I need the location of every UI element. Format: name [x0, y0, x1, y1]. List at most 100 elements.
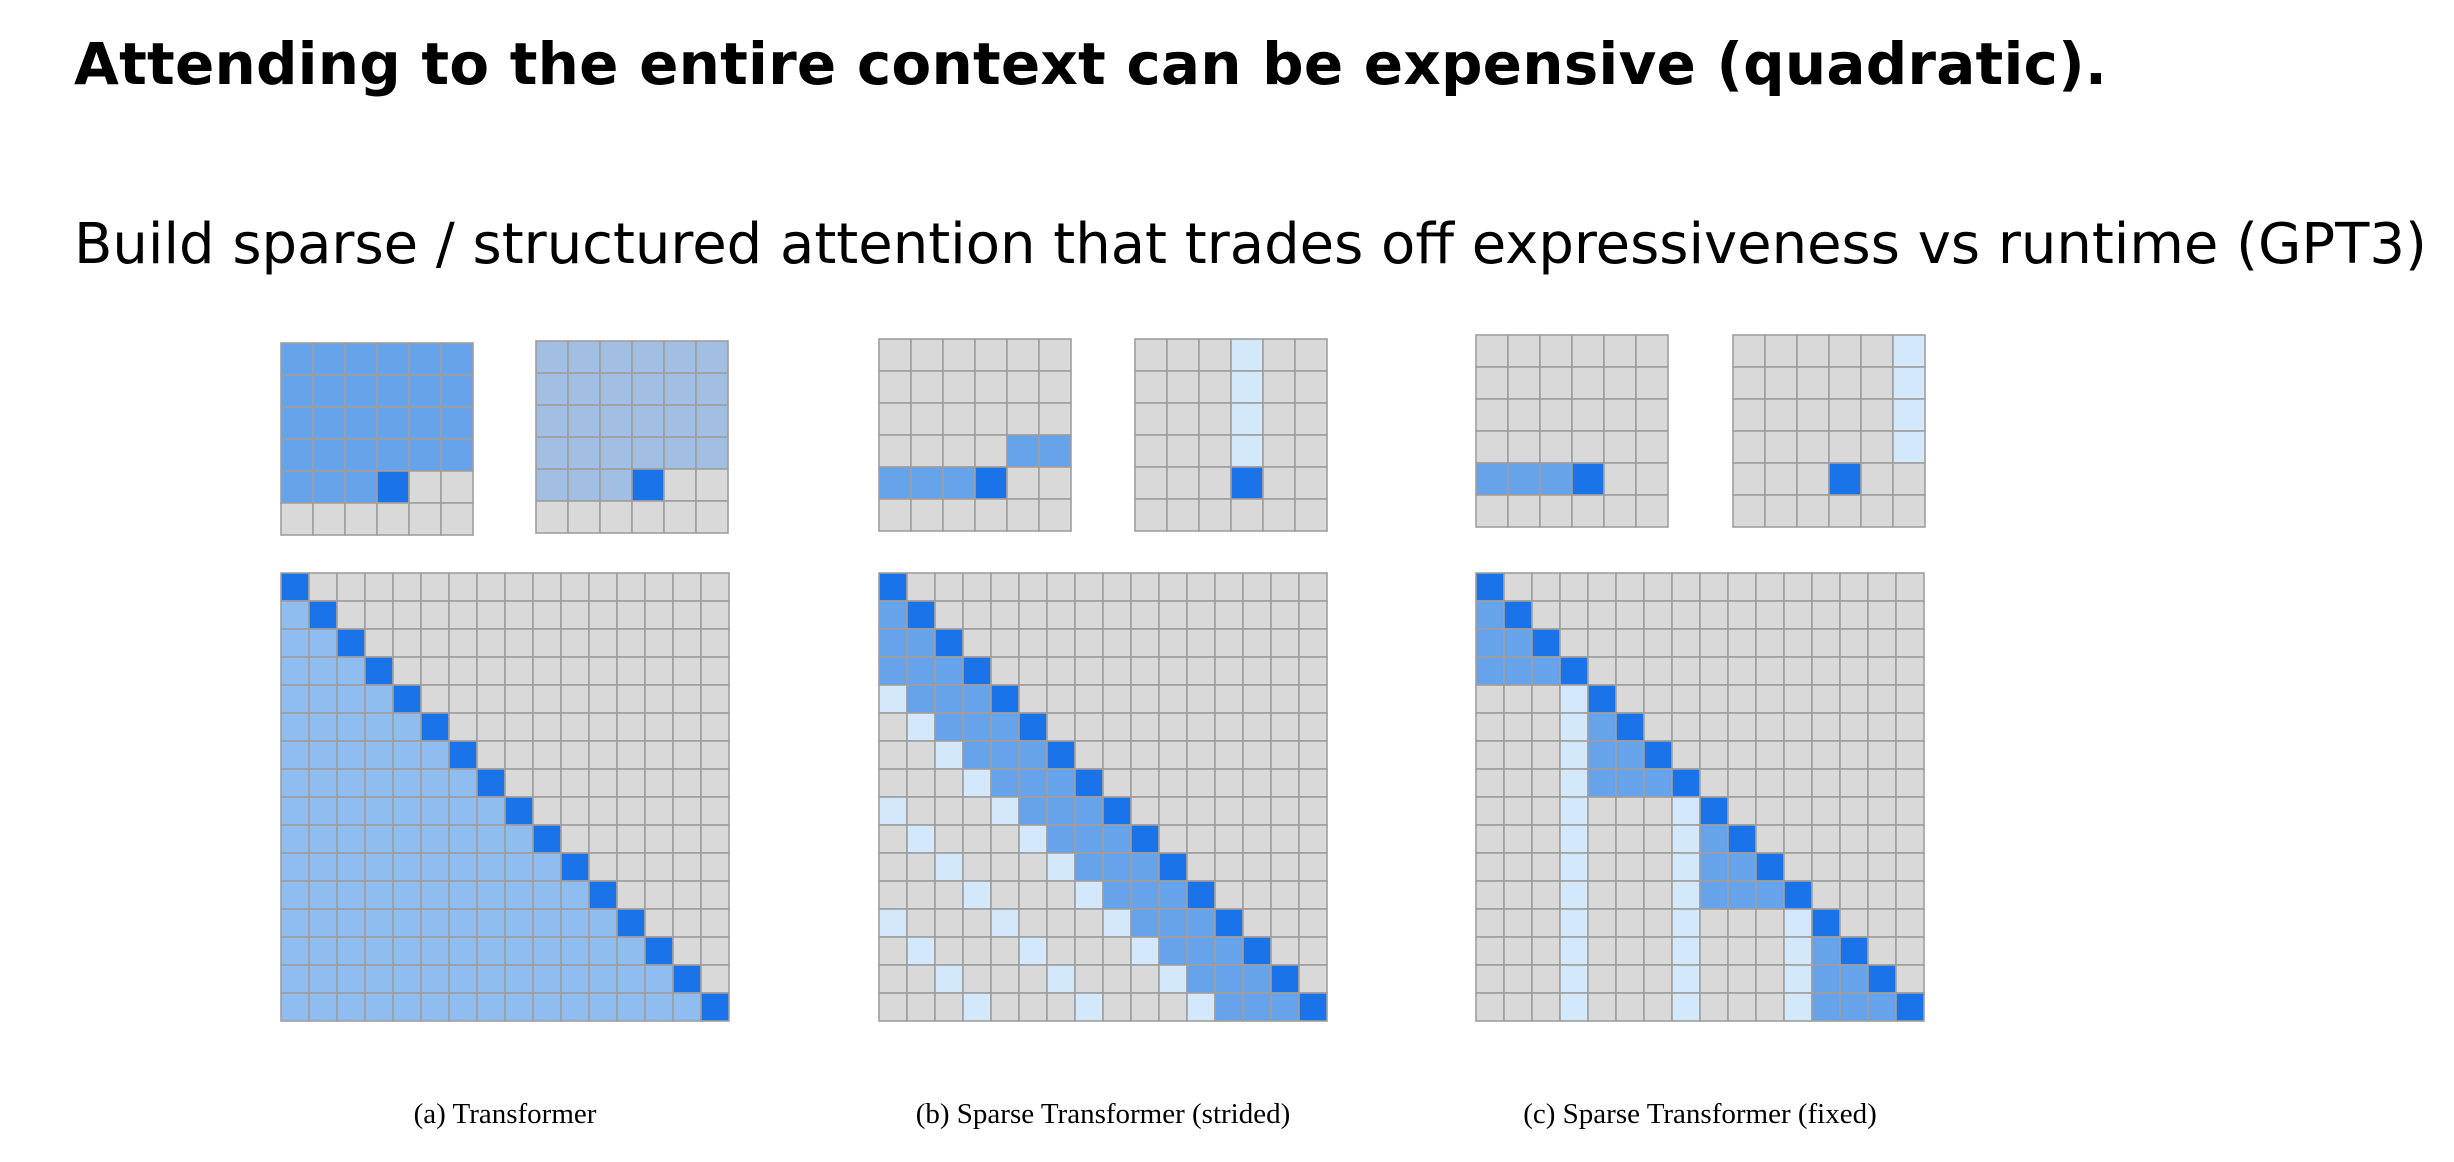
- attention-cell: [1811, 936, 1841, 966]
- attention-cell: [1186, 572, 1216, 602]
- attention-cell: [364, 600, 394, 630]
- attention-cell: [934, 992, 964, 1022]
- attention-cell: [1867, 600, 1897, 630]
- attention-cell: [476, 768, 506, 798]
- attention-cell: [420, 572, 450, 602]
- attention-cell: [700, 908, 730, 938]
- attention-cell: [567, 500, 601, 534]
- attention-cell: [1895, 768, 1925, 798]
- attention-cell: [1018, 600, 1048, 630]
- attention-cell: [1006, 466, 1040, 500]
- attention-cell: [672, 628, 702, 658]
- attention-cell: [504, 768, 534, 798]
- attention-cell: [878, 880, 908, 910]
- attention-cell: [672, 796, 702, 826]
- attention-cell: [1242, 684, 1272, 714]
- attention-cell: [1074, 712, 1104, 742]
- attention-cell: [910, 466, 944, 500]
- attention-cell: [1531, 936, 1561, 966]
- attention-cell: [532, 964, 562, 994]
- attention-cell: [1475, 494, 1509, 528]
- attention-cell: [1671, 992, 1701, 1022]
- attention-cell: [1860, 366, 1894, 400]
- attention-cell: [336, 600, 366, 630]
- attention-cell: [1839, 768, 1869, 798]
- caption-a: (a) Transformer: [413, 1098, 597, 1130]
- attention-cell: [280, 600, 310, 630]
- attention-cell: [1018, 684, 1048, 714]
- attention-cell: [308, 880, 338, 910]
- attention-cell: [1559, 936, 1589, 966]
- attention-cell: [599, 372, 633, 406]
- attention-cell: [672, 600, 702, 630]
- attention-cell: [1603, 366, 1637, 400]
- attention-cell: [1242, 964, 1272, 994]
- attention-cell: [1230, 434, 1264, 468]
- attention-cell: [1764, 366, 1798, 400]
- attention-cell: [440, 374, 474, 408]
- attention-cell: [560, 852, 590, 882]
- attention-cell: [1046, 572, 1076, 602]
- attention-cell: [974, 370, 1008, 404]
- attention-cell: [1783, 684, 1813, 714]
- attention-cell: [878, 796, 908, 826]
- attention-cell: [616, 936, 646, 966]
- attention-cell: [1860, 430, 1894, 464]
- attention-cell: [1475, 880, 1505, 910]
- attention-cell: [878, 852, 908, 882]
- attention-cell: [599, 340, 633, 374]
- attention-cell: [1214, 964, 1244, 994]
- attention-cell: [1503, 964, 1533, 994]
- attention-cell: [1783, 768, 1813, 798]
- attention-cell: [1230, 498, 1264, 532]
- attention-cell: [1018, 628, 1048, 658]
- attention-cell: [878, 768, 908, 798]
- attention-cell: [1603, 430, 1637, 464]
- attention-cell: [1158, 824, 1188, 854]
- attention-cell: [1811, 572, 1841, 602]
- attention-cell: [1783, 656, 1813, 686]
- attention-cell: [312, 470, 346, 504]
- attention-cell: [616, 824, 646, 854]
- attention-cell: [616, 740, 646, 770]
- attention-cell: [588, 600, 618, 630]
- attention-cell: [1783, 852, 1813, 882]
- attention-cell: [1699, 880, 1729, 910]
- attention-cell: [1635, 430, 1669, 464]
- attention-cell: [1294, 370, 1328, 404]
- attention-cell: [308, 628, 338, 658]
- attention-cell: [308, 684, 338, 714]
- attention-cell: [934, 740, 964, 770]
- attention-cell: [392, 908, 422, 938]
- attention-cell: [392, 992, 422, 1022]
- attention-cell: [1811, 824, 1841, 854]
- attention-cell: [1559, 600, 1589, 630]
- attention-cell: [1839, 712, 1869, 742]
- attention-cell: [1571, 334, 1605, 368]
- attention-cell: [878, 964, 908, 994]
- attention-cell: [672, 768, 702, 798]
- attention-cell: [392, 656, 422, 686]
- attention-cell: [1298, 964, 1328, 994]
- attention-cell: [1158, 656, 1188, 686]
- attention-cell: [308, 656, 338, 686]
- attention-cell: [1531, 712, 1561, 742]
- attention-cell: [878, 498, 912, 532]
- attention-cell: [1867, 796, 1897, 826]
- attention-cell: [1635, 398, 1669, 432]
- attention-cell: [1587, 824, 1617, 854]
- attention-cell: [504, 572, 534, 602]
- attention-cell: [1603, 494, 1637, 528]
- attention-cell: [1755, 600, 1785, 630]
- attention-cell: [364, 656, 394, 686]
- attention-cell: [1158, 936, 1188, 966]
- attention-cell: [1671, 740, 1701, 770]
- attention-cell: [420, 964, 450, 994]
- attention-cell: [1270, 600, 1300, 630]
- attention-cell: [1839, 824, 1869, 854]
- attention-cell: [1046, 768, 1076, 798]
- attention-cell: [1732, 366, 1766, 400]
- attention-cell: [1298, 936, 1328, 966]
- attention-cell: [1214, 880, 1244, 910]
- attention-cell: [1186, 684, 1216, 714]
